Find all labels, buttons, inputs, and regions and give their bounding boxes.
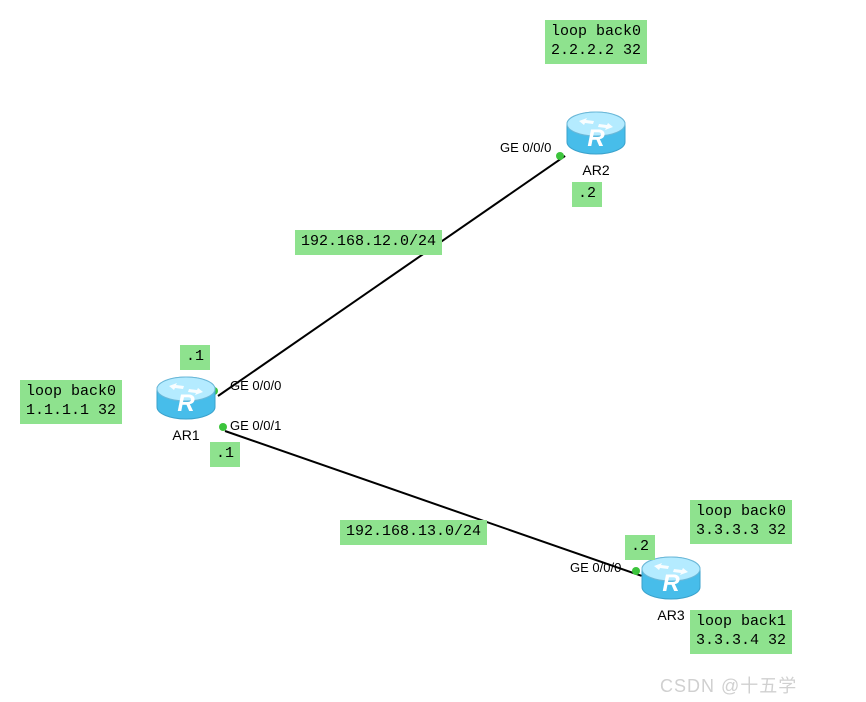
interface-label: GE 0/0/1 [230,418,281,433]
router-label: AR2 [565,162,627,178]
loopback-tag-ar3-0: loop back0 3.3.3.3 32 [690,500,792,544]
link-ar1-ar2 [217,155,565,397]
ip-tag: .1 [180,345,210,370]
interface-label: GE 0/0/0 [570,560,621,575]
ip-tag: .2 [625,535,655,560]
interface-label: GE 0/0/0 [500,140,551,155]
router-label: AR1 [155,427,217,443]
loopback-tag-ar3-1: loop back1 3.3.3.4 32 [690,610,792,654]
router-icon: R [155,375,217,423]
watermark-text: CSDN @十五学 [660,672,797,698]
svg-text:R: R [662,570,680,597]
ip-tag: .2 [572,182,602,207]
network-tag-13: 192.168.13.0/24 [340,520,487,545]
ip-tag: .1 [210,442,240,467]
router-ar2[interactable]: R AR2 [565,110,627,178]
port-dot [556,152,564,160]
loopback-tag-ar2: loop back0 2.2.2.2 32 [545,20,647,64]
link-ar1-ar3 [225,430,643,577]
router-icon: R [565,110,627,158]
network-tag-12: 192.168.12.0/24 [295,230,442,255]
topology-canvas: R AR1 R AR2 R AR3 loop back0 1.1.1.1 32 … [0,0,866,702]
interface-label: GE 0/0/0 [230,378,281,393]
router-icon: R [640,555,702,603]
loopback-tag-ar1: loop back0 1.1.1.1 32 [20,380,122,424]
port-dot [219,423,227,431]
port-dot [632,567,640,575]
svg-text:R: R [177,390,195,417]
router-ar1[interactable]: R AR1 [155,375,217,443]
svg-text:R: R [587,125,605,152]
